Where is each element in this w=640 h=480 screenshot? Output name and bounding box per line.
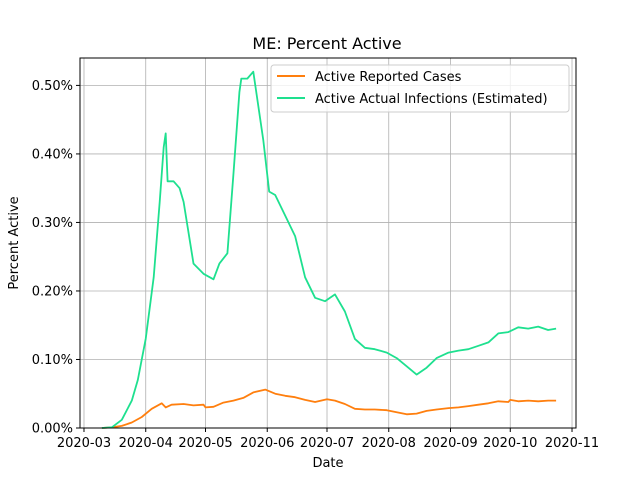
- x-axis-title: Date: [312, 456, 343, 471]
- legend-label-reported: Active Reported Cases: [315, 70, 462, 85]
- y-tick-label: 0.40%: [32, 147, 73, 162]
- grid: [80, 58, 576, 429]
- legend-box: [270, 64, 570, 113]
- x-tick-label: 2020-05: [178, 436, 232, 451]
- legend: Active Reported Cases Active Actual Infe…: [270, 64, 570, 113]
- x-tick-label: 2020-08: [362, 436, 416, 451]
- y-tick-label: 0.10%: [32, 353, 73, 368]
- plot-frame: [79, 57, 577, 429]
- x-axis: 2020-03 2020-04 2020-05 2020-06 2020-07 2020-…: [57, 428, 599, 451]
- x-tick-label: 2020-10: [483, 436, 537, 451]
- chart-title: ME: Percent Active: [252, 34, 401, 53]
- legend-label-estimated: Active Actual Infections (Estimated): [315, 92, 548, 107]
- y-axis-title: Percent Active: [7, 196, 22, 289]
- x-tick-label: 2020-09: [423, 436, 477, 451]
- x-tick-label: 2020-04: [119, 436, 173, 451]
- y-tick-label: 0.50%: [32, 79, 73, 94]
- x-tick-label: 2020-07: [300, 436, 354, 451]
- series-lines: [101, 70, 557, 429]
- x-tick-label: 2020-03: [57, 436, 111, 451]
- y-tick-label: 0.20%: [32, 284, 73, 299]
- y-tick-label: 0.00%: [32, 422, 73, 437]
- series-line-estimated: [101, 70, 557, 429]
- series-line-reported: [101, 388, 557, 429]
- x-tick-label: 2020-06: [240, 436, 294, 451]
- x-tick-label: 2020-11: [545, 436, 599, 451]
- y-tick-label: 0.30%: [32, 216, 73, 231]
- y-axis: 0.00% 0.10% 0.20% 0.30% 0.40% 0.50%: [32, 79, 80, 437]
